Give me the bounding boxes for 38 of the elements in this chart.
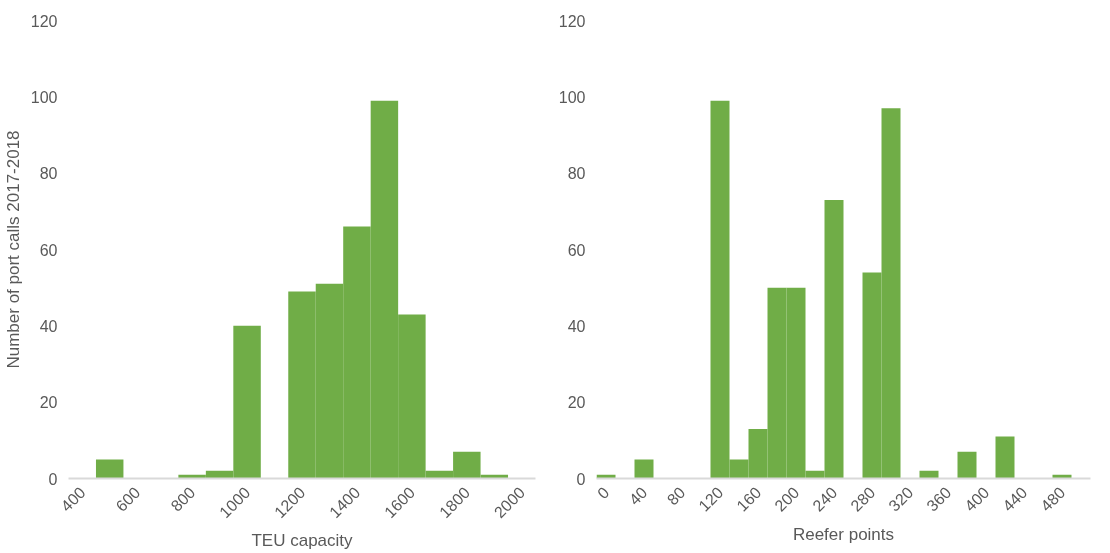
bar bbox=[919, 470, 939, 479]
y-tick-label: 100 bbox=[558, 88, 586, 106]
x-tick-label: 240 bbox=[809, 483, 841, 515]
x-tick-label: 0 bbox=[594, 483, 613, 503]
x-tick-label: 360 bbox=[923, 483, 955, 515]
y-tick-label: 20 bbox=[39, 394, 58, 412]
x-tick-label: 400 bbox=[961, 483, 993, 515]
y-tick-label: 60 bbox=[567, 241, 586, 259]
bar bbox=[95, 459, 124, 479]
x-axis-title: TEU capacity bbox=[251, 531, 354, 551]
x-tick-label: 480 bbox=[1037, 483, 1069, 515]
y-tick-label: 40 bbox=[39, 317, 58, 335]
x-tick-label: 120 bbox=[695, 483, 727, 515]
y-tick-label: 20 bbox=[567, 394, 586, 412]
x-tick-label: 160 bbox=[733, 483, 765, 515]
x-tick-label: 400 bbox=[57, 483, 89, 515]
x-tick-label: 40 bbox=[625, 483, 651, 509]
bar bbox=[995, 436, 1015, 479]
x-tick-label: 600 bbox=[112, 483, 144, 515]
x-tick-label: 800 bbox=[167, 483, 199, 515]
y-tick-label: 120 bbox=[558, 12, 586, 30]
y-tick-label: 40 bbox=[567, 317, 586, 335]
x-tick-label: 80 bbox=[663, 483, 689, 509]
x-tick-label: 200 bbox=[771, 483, 803, 515]
y-tick-label: 120 bbox=[30, 12, 58, 30]
y-tick-label: 60 bbox=[39, 241, 58, 259]
x-axis-title: Reefer points bbox=[792, 524, 895, 544]
y-tick-label: 100 bbox=[30, 88, 58, 106]
y-tick-label: 0 bbox=[48, 470, 58, 488]
y-axis-title: Number of port calls 2017-2018 bbox=[3, 130, 23, 369]
bar bbox=[634, 459, 654, 479]
y-tick-label: 80 bbox=[39, 165, 58, 183]
y-tick-label: 0 bbox=[576, 470, 586, 488]
bar bbox=[957, 451, 977, 479]
y-tick-label: 80 bbox=[567, 165, 586, 183]
x-tick-label: 440 bbox=[999, 483, 1031, 515]
x-tick-label: 320 bbox=[885, 483, 917, 515]
x-tick-label: 280 bbox=[847, 483, 879, 515]
